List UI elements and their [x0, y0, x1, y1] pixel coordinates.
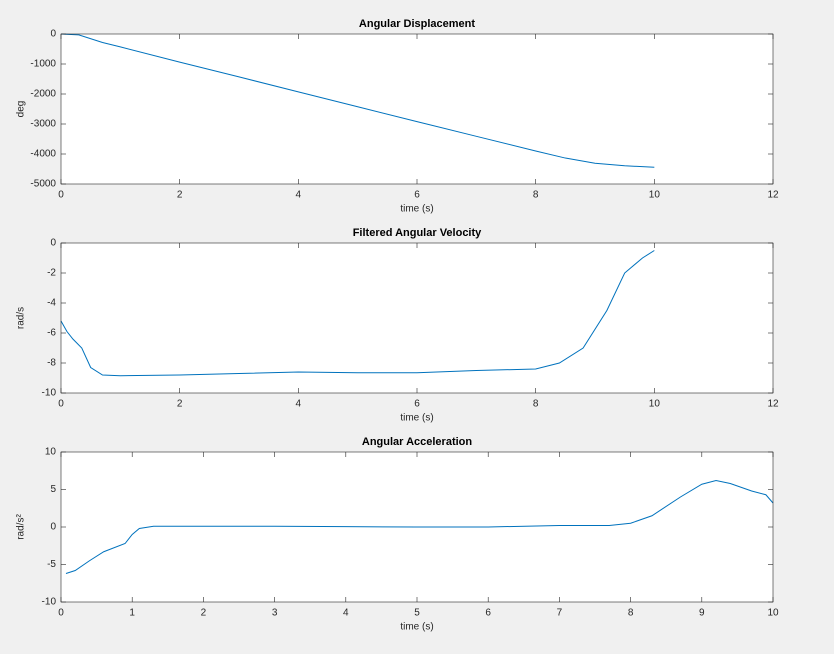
- y-tick-label: -2000: [30, 89, 56, 100]
- y-tick-label: -10: [42, 388, 57, 399]
- x-tick-label: 3: [272, 608, 278, 619]
- y-axis-label: rad/s: [16, 307, 27, 329]
- x-tick-label: 4: [296, 399, 302, 410]
- x-tick-label: 9: [699, 608, 705, 619]
- data-line: [65, 479, 774, 574]
- x-axis-label: time (s): [400, 413, 433, 424]
- x-tick-label: 4: [343, 608, 349, 619]
- x-tick-label: 1: [129, 608, 135, 619]
- data-line: [60, 250, 655, 377]
- y-tick-label: -4: [47, 298, 56, 309]
- x-tick-label: 12: [767, 190, 779, 201]
- y-tick-label: -10: [42, 597, 57, 608]
- x-tick-label: 12: [767, 399, 779, 410]
- x-tick-label: 8: [628, 608, 634, 619]
- y-tick-label: 0: [50, 522, 56, 533]
- y-tick-label: 0: [50, 29, 56, 40]
- x-tick-label: 10: [649, 190, 661, 201]
- x-tick-label: 2: [177, 190, 183, 201]
- x-tick-label: 7: [557, 608, 563, 619]
- x-tick-label: 10: [649, 399, 661, 410]
- x-tick-label: 8: [533, 190, 539, 201]
- y-axis-label: rad/s²: [16, 514, 27, 540]
- x-axis-label: time (s): [400, 622, 433, 633]
- y-tick-label: -4000: [30, 149, 56, 160]
- x-tick-label: 8: [533, 399, 539, 410]
- y-tick-label: -5: [47, 559, 56, 570]
- chart-title: Filtered Angular Velocity: [353, 227, 482, 239]
- x-tick-label: 0: [58, 608, 64, 619]
- x-tick-label: 6: [414, 190, 420, 201]
- chart-title: Angular Displacement: [359, 18, 475, 30]
- y-tick-label: -6: [47, 328, 56, 339]
- x-tick-label: 10: [767, 608, 779, 619]
- y-axis-label: deg: [16, 101, 27, 118]
- x-tick-label: 6: [414, 399, 420, 410]
- y-tick-label: -2: [47, 268, 56, 279]
- y-tick-label: 5: [50, 484, 56, 495]
- y-tick-label: 10: [45, 447, 57, 458]
- x-tick-label: 2: [177, 399, 183, 410]
- x-tick-label: 4: [296, 190, 302, 201]
- axes-background: [61, 34, 773, 184]
- x-tick-label: 0: [58, 399, 64, 410]
- y-tick-label: -5000: [30, 179, 56, 190]
- data-line: [60, 33, 655, 168]
- y-tick-label: 0: [50, 238, 56, 249]
- x-axis-label: time (s): [400, 204, 433, 215]
- x-tick-label: 0: [58, 190, 64, 201]
- chart-title: Angular Acceleration: [362, 436, 473, 448]
- x-tick-label: 5: [414, 608, 420, 619]
- x-tick-label: 2: [201, 608, 207, 619]
- y-tick-label: -1000: [30, 59, 56, 70]
- axes-background: [61, 243, 773, 393]
- y-tick-label: -3000: [30, 119, 56, 130]
- x-tick-label: 6: [485, 608, 491, 619]
- y-tick-label: -8: [47, 358, 56, 369]
